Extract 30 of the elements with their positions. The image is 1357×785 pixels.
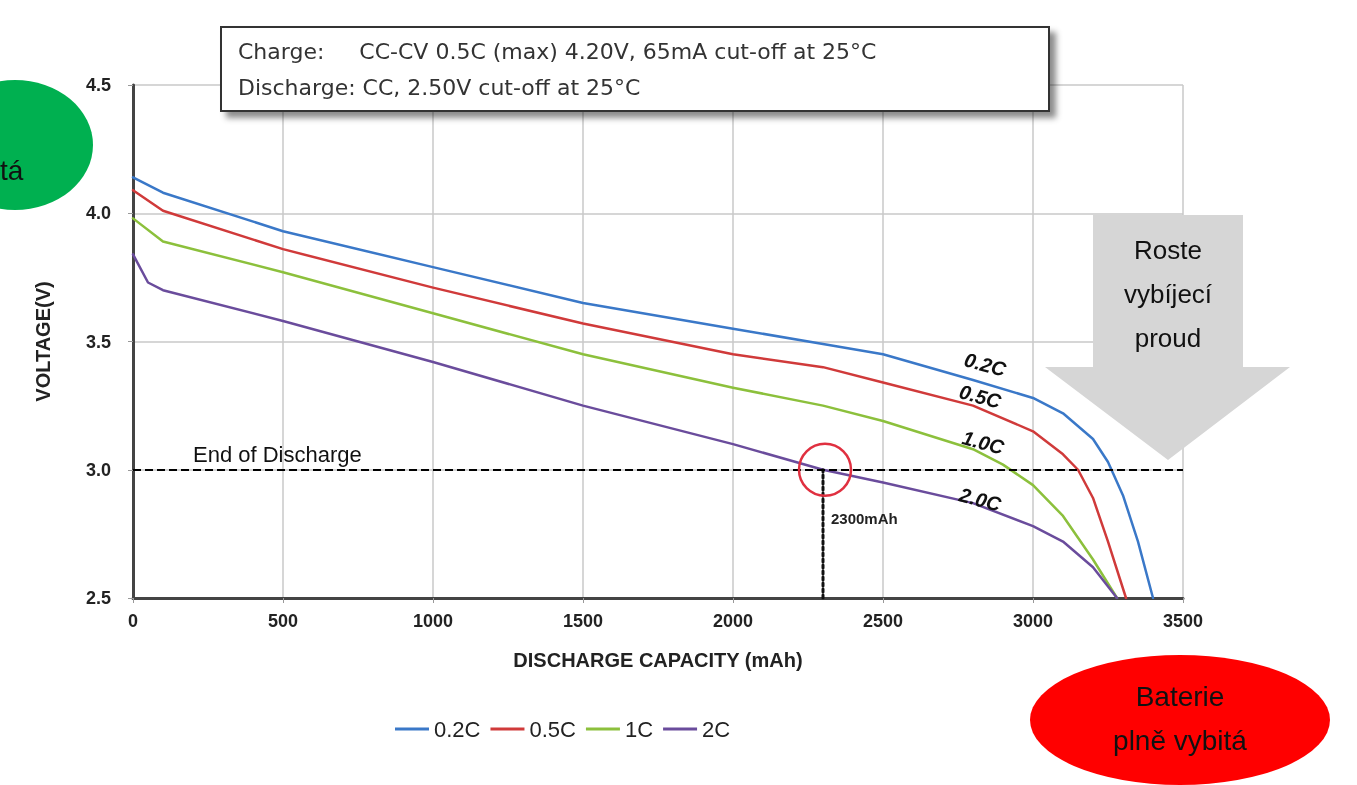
legend-label: 0.2C <box>434 716 481 742</box>
annotation: 2.0C <box>956 483 1004 517</box>
y-tick-label: 3.5 <box>85 331 111 352</box>
ref-line-label: End of Discharge <box>193 442 362 468</box>
y-tick-label: 4.0 <box>85 203 111 224</box>
y-axis-title: VOLTAGE(V) <box>32 281 54 402</box>
x-axis-title: DISCHARGE CAPACITY (mAh) <box>513 649 803 671</box>
annotation: 0.5C <box>956 380 1004 414</box>
text: Baterie plně vybitá <box>1112 680 1248 758</box>
x-tick-label: 1000 <box>412 611 454 631</box>
annotation: Roste vybíjecí proud <box>1122 234 1214 355</box>
x-tick-label: 500 <box>267 611 299 631</box>
x-tick-label: 0 <box>127 611 139 631</box>
annotation: Discharge: CC, 2.50V cut-off at 25°C <box>238 74 642 102</box>
y-tick-label: 4.5 <box>85 75 111 95</box>
y-tick-label: 3.0 <box>85 459 111 480</box>
annotation: 2300mAh <box>831 509 898 527</box>
text-box: Charge: CC-CV 0.5C (max) 4.20V, 65mA cut-off at 25°C Discharge: CC, 2.50V cut-off at 25°C <box>220 26 1050 112</box>
text: tá <box>0 155 24 187</box>
legend-label: 0.5C <box>529 716 577 742</box>
x-tick-label: 3000 <box>1012 611 1054 631</box>
x-tick-label: 2500 <box>862 611 904 631</box>
legend-label: 2C <box>702 716 731 742</box>
annotation: 0.2C <box>961 348 1009 382</box>
x-tick-label: 1500 <box>562 611 604 631</box>
annotation: 1.0C <box>959 426 1007 460</box>
y-tick-label: 2.5 <box>85 588 111 608</box>
x-tick-label: 3500 <box>1162 611 1204 631</box>
x-tick-label: 2000 <box>712 611 754 631</box>
legend-label: 1C <box>624 716 654 742</box>
